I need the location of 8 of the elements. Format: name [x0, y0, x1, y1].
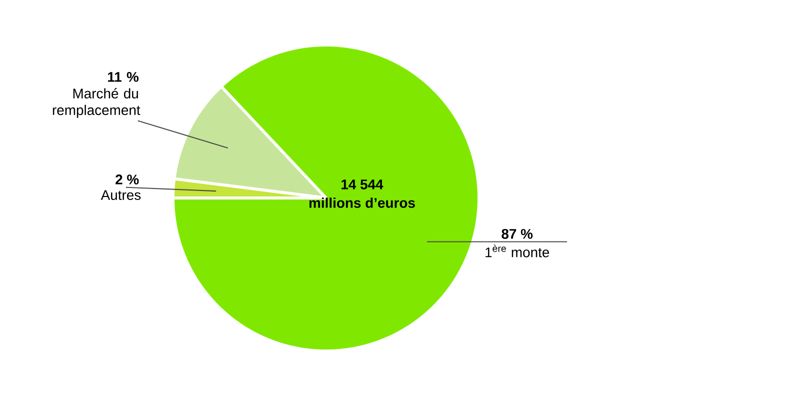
slice-label: Autres [100, 190, 141, 200]
data-label: 11 % [108, 72, 139, 82]
slice-label: Marché du remplacement [52, 88, 140, 118]
slice-label: 1$^{ère}$ monte [486, 244, 550, 258]
data-label: 2 % [116, 174, 139, 184]
data-label: 87 % [502, 228, 533, 239]
text: 14 544 [342, 180, 384, 190]
text: millions d’euros [309, 198, 415, 208]
